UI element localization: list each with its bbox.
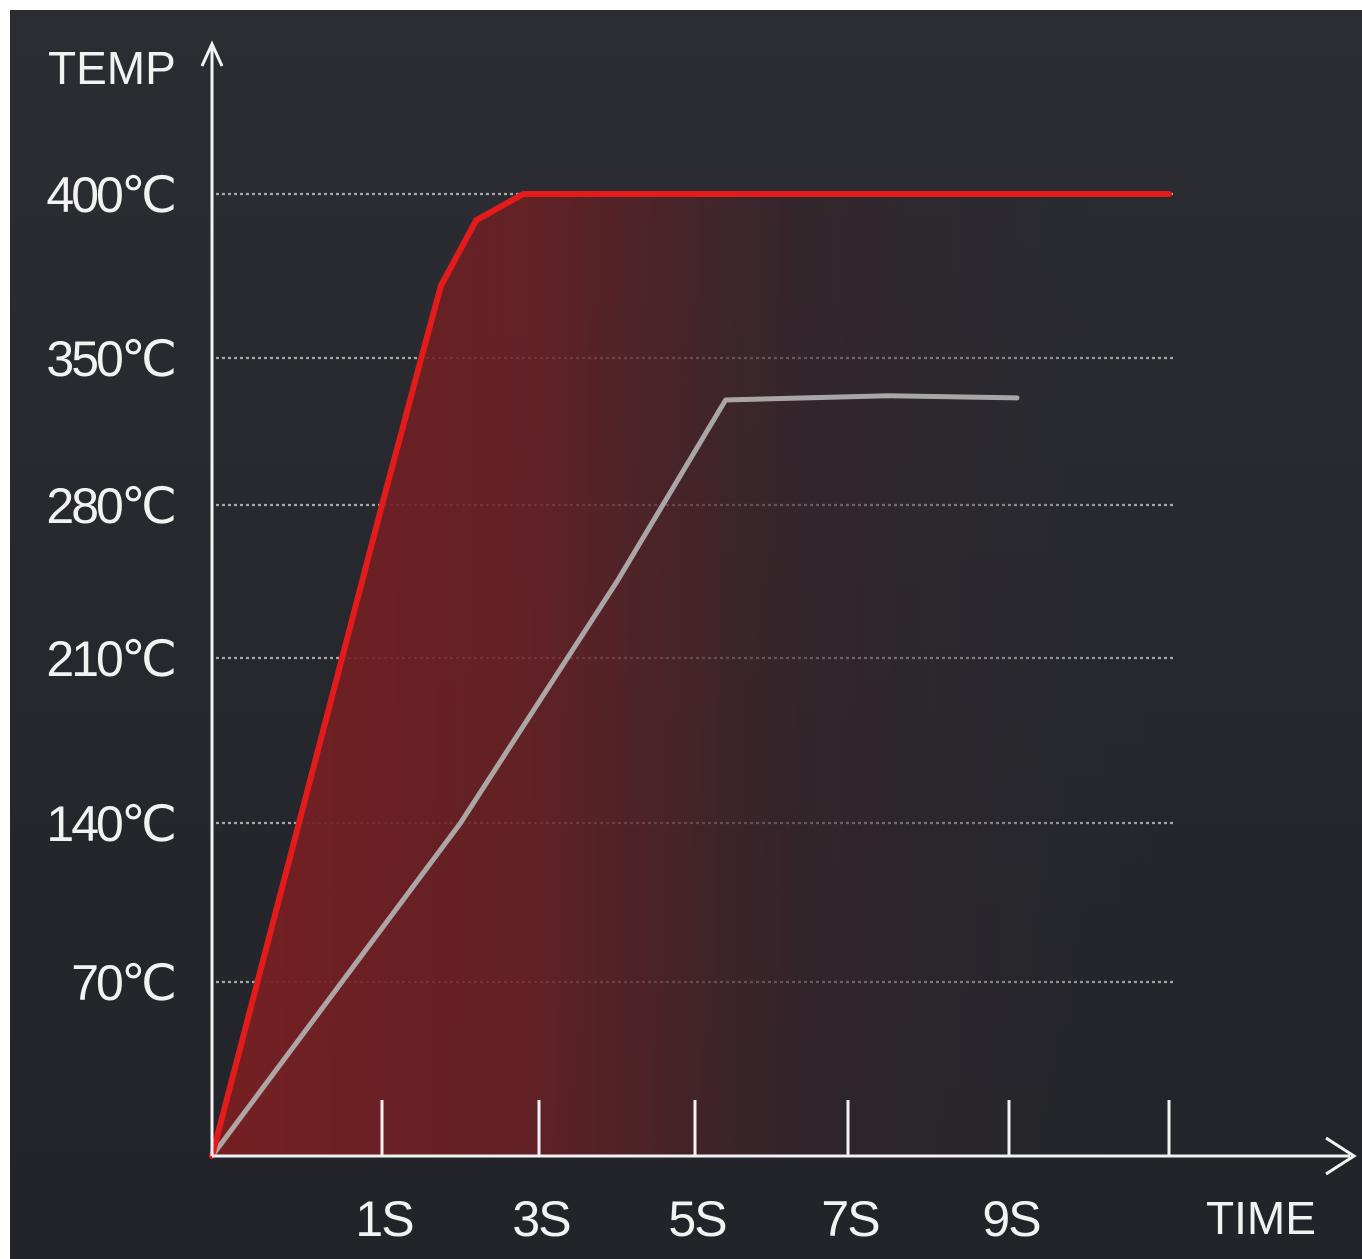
x-axis-arrow (1325, 1136, 1357, 1176)
y-tick-label: 70℃ (71, 955, 174, 1011)
x-tick-label: 1S (355, 1191, 413, 1247)
red-area-fill (212, 194, 1169, 1156)
x-tick-label: 7S (821, 1191, 879, 1247)
y-tick-label: 350℃ (46, 331, 174, 387)
y-axis-arrow (200, 40, 224, 67)
red-series-line (209, 191, 1172, 1159)
x-tick-label: 5S (668, 1191, 726, 1247)
y-tick-label: 140℃ (46, 796, 174, 852)
tick-marks (380, 1100, 1171, 1156)
axes (200, 40, 1357, 1176)
x-tick-label: 3S (512, 1191, 570, 1247)
x-tick-label: 9S (982, 1191, 1040, 1247)
y-tick-label: 210℃ (46, 631, 174, 687)
tick-labels: 70℃ 140℃ 210℃ 280℃ 350℃ 400℃ 1S 3S 5S 7S 9S (46, 167, 1042, 1247)
area-fill (212, 194, 1169, 1156)
y-tick-label: 280℃ (46, 478, 174, 534)
y-axis-title: TEMP (48, 42, 176, 94)
series-lines (209, 191, 1172, 1159)
gray-series-line (209, 393, 1020, 1159)
y-tick-label: 400℃ (46, 167, 174, 223)
x-axis-title: TIME (1206, 1192, 1316, 1244)
